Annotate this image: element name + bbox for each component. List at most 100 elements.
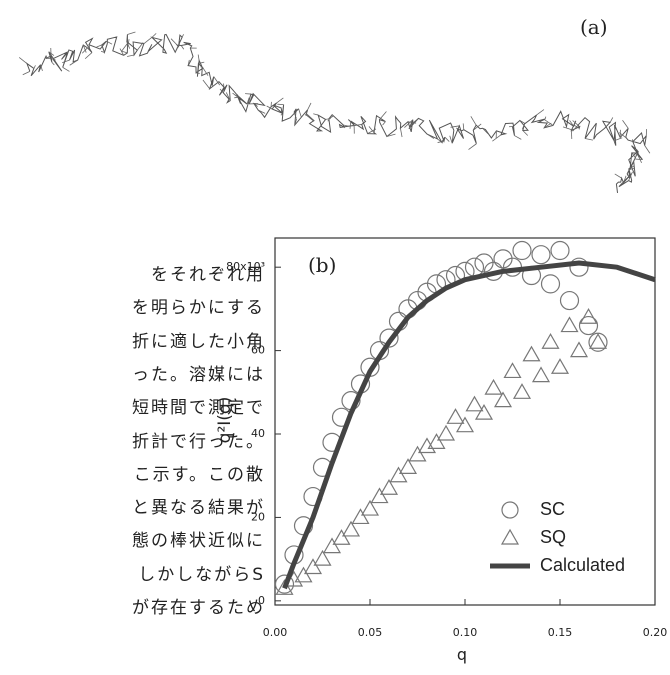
molecule-branch bbox=[450, 136, 452, 143]
sq-point bbox=[438, 426, 454, 440]
sq-point bbox=[353, 509, 369, 523]
text-line: 態の棒状近似に bbox=[132, 526, 265, 551]
molecule-branch bbox=[34, 65, 36, 68]
molecule-branch bbox=[400, 128, 402, 137]
molecule-branch bbox=[19, 57, 27, 63]
molecule-branch bbox=[62, 60, 69, 62]
molecule-branch bbox=[492, 135, 501, 141]
molecule-branch bbox=[152, 33, 156, 37]
sq-point bbox=[343, 522, 359, 536]
molecule-branch bbox=[308, 103, 311, 110]
molecule-branch bbox=[471, 116, 476, 125]
legend-label: SC bbox=[540, 499, 565, 519]
sq-point bbox=[372, 489, 388, 503]
sq-point bbox=[381, 480, 397, 494]
text-line: 短時間で測定で bbox=[132, 393, 265, 418]
sc-point bbox=[542, 275, 560, 293]
sq-point bbox=[562, 318, 578, 332]
text-line: 折計で行った。 bbox=[132, 427, 265, 452]
page: (a) (b) q²I(q) q 020406080x10³0.000.050.… bbox=[0, 0, 670, 675]
legend-marker bbox=[502, 530, 518, 544]
sq-point bbox=[448, 409, 464, 423]
sq-point bbox=[486, 380, 502, 394]
molecule-branch bbox=[223, 84, 224, 88]
sq-point bbox=[315, 551, 331, 565]
sq-point bbox=[552, 359, 568, 373]
molecule-branch bbox=[463, 123, 464, 129]
sq-point bbox=[505, 363, 521, 377]
molecule-branch bbox=[127, 32, 135, 35]
molecule-branch bbox=[585, 139, 593, 141]
sq-point bbox=[514, 384, 530, 398]
molecule-branch bbox=[623, 120, 629, 128]
molecule-branch bbox=[313, 114, 318, 115]
molecule-branch bbox=[181, 46, 184, 50]
molecule-branch bbox=[203, 80, 210, 89]
molecule-branch bbox=[306, 113, 314, 120]
plot-frame bbox=[275, 238, 655, 605]
sq-point bbox=[324, 539, 340, 553]
molecule-branch bbox=[523, 131, 528, 136]
legend-label: SQ bbox=[540, 527, 566, 547]
x-tick-label: 0.15 bbox=[548, 626, 573, 639]
sc-point bbox=[466, 258, 484, 276]
sc-point bbox=[551, 242, 569, 260]
molecule-branch bbox=[281, 114, 282, 115]
molecule-branch bbox=[537, 110, 544, 115]
figure: (a) (b) q²I(q) q 020406080x10³0.000.050.… bbox=[0, 0, 670, 675]
legend-label: Calculated bbox=[540, 555, 625, 575]
molecule-branch bbox=[469, 144, 477, 150]
text-line: をそれぞれ用 bbox=[151, 260, 265, 285]
molecule-branch bbox=[201, 67, 203, 68]
molecule-branch bbox=[182, 34, 183, 37]
sq-point bbox=[410, 447, 426, 461]
sq-point bbox=[457, 418, 473, 432]
text-line: こ示す。この散 bbox=[134, 460, 265, 485]
molecule-branch bbox=[445, 137, 449, 141]
molecule-branch bbox=[96, 45, 101, 47]
molecule-branch bbox=[198, 55, 199, 61]
x-tick-label: 0.20 bbox=[643, 626, 668, 639]
sq-point bbox=[524, 347, 540, 361]
panel-label: (a) bbox=[580, 15, 608, 39]
sq-point bbox=[362, 501, 378, 515]
sq-point bbox=[334, 530, 350, 544]
molecule-branch bbox=[196, 73, 200, 74]
text-line: を明らかにする bbox=[132, 293, 265, 318]
molecule-image bbox=[19, 32, 650, 193]
molecule-branch bbox=[277, 98, 284, 103]
sq-point bbox=[467, 397, 483, 411]
molecule-branch bbox=[563, 127, 572, 130]
x-axis-label: q bbox=[457, 645, 467, 664]
sq-point bbox=[391, 468, 407, 482]
x-tick-label: 0.10 bbox=[453, 626, 478, 639]
sc-point bbox=[532, 246, 550, 264]
molecule-branch bbox=[412, 118, 418, 123]
sc-point bbox=[513, 242, 531, 260]
text-line: った。溶媒には bbox=[132, 360, 265, 385]
text-line: しかしながらS bbox=[138, 560, 265, 585]
sq-point bbox=[590, 334, 606, 348]
panel-label: (b) bbox=[308, 253, 336, 277]
x-tick-label: 0.00 bbox=[263, 626, 288, 639]
sq-point bbox=[400, 459, 416, 473]
molecule-branch bbox=[23, 71, 30, 74]
molecule-branch bbox=[545, 117, 546, 119]
molecule-branch bbox=[379, 112, 386, 120]
molecule-branch bbox=[328, 115, 332, 122]
sq-point bbox=[571, 343, 587, 357]
text-line: と異なる結果が bbox=[132, 493, 265, 518]
x-tick-label: 0.05 bbox=[358, 626, 383, 639]
molecule-branch bbox=[127, 55, 134, 56]
molecule-branch bbox=[610, 117, 613, 122]
molecule-branch bbox=[350, 121, 351, 129]
molecule-branch bbox=[144, 38, 152, 44]
sq-point bbox=[476, 405, 492, 419]
molecule-backbone bbox=[27, 34, 646, 192]
molecule-branch bbox=[645, 145, 650, 153]
molecule-branch bbox=[46, 58, 53, 59]
sq-point bbox=[543, 334, 559, 348]
molecule-branch bbox=[383, 122, 386, 126]
legend-marker bbox=[502, 502, 518, 518]
text-line: が存在するため bbox=[132, 593, 265, 618]
